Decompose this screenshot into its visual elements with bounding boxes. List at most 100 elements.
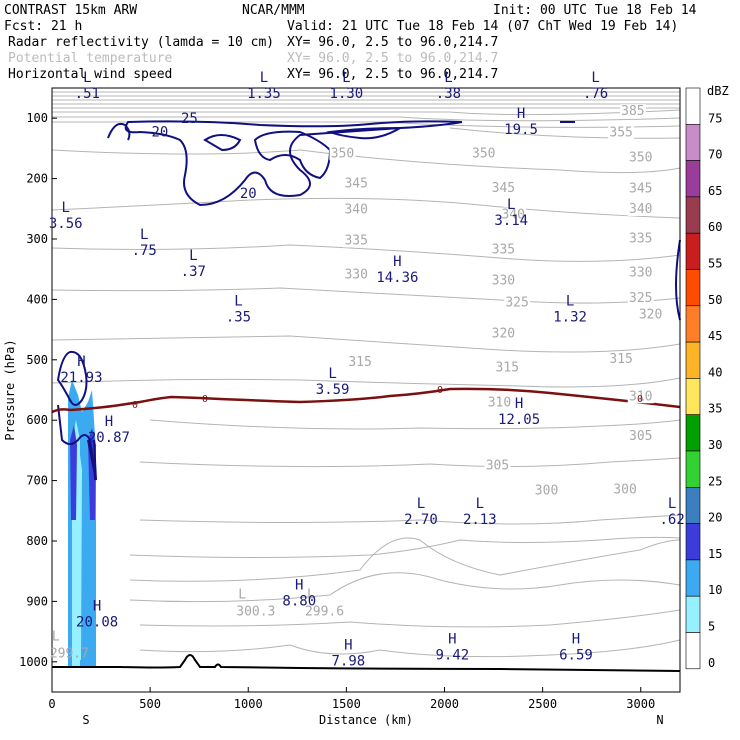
freezing-level-line xyxy=(51,387,681,414)
theta-label-bg xyxy=(484,458,511,473)
theta-contour-label: 335 xyxy=(629,232,652,247)
header: CONTRAST 15km ARW NCAR/MMM Init: 00 UTC … xyxy=(4,3,697,82)
theta-label-bg xyxy=(627,231,654,246)
y-tick-label: 800 xyxy=(26,534,48,548)
colorbar-swatch xyxy=(685,124,701,161)
freezing-level-label: 0 xyxy=(132,400,138,411)
wind-contour-label: 25 xyxy=(181,111,198,127)
theta-contour-label: 335 xyxy=(344,233,367,248)
theta-contour-label: 320 xyxy=(639,308,662,323)
wind-extremum-value: 2.70 xyxy=(404,512,438,528)
theta-label-bg xyxy=(343,202,370,217)
theta-contour-label: 340 xyxy=(629,202,652,217)
reflectivity-shading xyxy=(68,380,96,666)
x-tick-label: 3000 xyxy=(626,697,655,711)
theta-label-bg xyxy=(627,202,654,217)
model-name: CONTRAST 15km ARW xyxy=(4,3,137,18)
theta-contour-label: 310 xyxy=(488,395,511,410)
wind-extremum-type: L xyxy=(444,70,452,86)
wind-extremum-type: L xyxy=(62,200,70,216)
freezing-level-label: 0 xyxy=(437,385,443,396)
theta-extremum-type: L xyxy=(307,587,315,602)
y-tick-label: 400 xyxy=(26,292,48,306)
colorbar-level-label: 5 xyxy=(708,620,715,634)
x-start-label: S xyxy=(82,713,89,727)
wind-extremum-value: 12.05 xyxy=(498,412,540,428)
theta-contour-label: 350 xyxy=(472,146,495,161)
plot-frame xyxy=(51,87,681,693)
colorbar-level-label: 50 xyxy=(708,293,722,307)
wind-extremum-type: H xyxy=(515,396,523,412)
wind-extremum-type: L xyxy=(668,496,676,512)
colorbar-level-label: 55 xyxy=(708,257,722,271)
colorbar-level-label: 15 xyxy=(708,547,722,561)
colorbar-swatch xyxy=(685,414,701,452)
theta-contour-label: 325 xyxy=(629,291,652,306)
colorbar-level-label: 25 xyxy=(708,474,722,488)
colorbar-swatch xyxy=(685,378,701,415)
colorbar-level-label: 45 xyxy=(708,329,722,343)
theta-extremum-value: 299.6 xyxy=(305,604,344,619)
theta-contour-label: 315 xyxy=(496,360,519,375)
wind-extremum-type: H xyxy=(448,632,456,648)
wind-extremum-value: 19.5 xyxy=(504,122,538,138)
wind-contour-label: 20 xyxy=(152,124,169,140)
theta-contour-label: 330 xyxy=(492,273,515,288)
theta-contour-label: 345 xyxy=(492,181,515,196)
x-tick-label: 500 xyxy=(139,697,161,711)
y-tick-label: 700 xyxy=(26,474,48,488)
wind-extremum-value: .38 xyxy=(436,86,461,102)
colorbar-level-label: 30 xyxy=(708,438,722,452)
theta-label-bg xyxy=(343,267,370,282)
field-2-xy: XY= 96.0, 2.5 to 96.0,214.7 xyxy=(287,51,498,66)
theta-extremum-type: L xyxy=(52,630,60,645)
colorbar-swatch xyxy=(685,305,701,343)
theta-contour-label: 330 xyxy=(629,265,652,280)
colorbar-level-label: 70 xyxy=(708,148,722,162)
theta-label-bg xyxy=(500,207,527,222)
wind-extremum-type: H xyxy=(517,106,525,122)
theta-contour-label: 300 xyxy=(613,482,636,497)
y-tick-label: 900 xyxy=(26,594,48,608)
theta-contour-label: 315 xyxy=(609,352,632,367)
wind-extremum-value: 2.13 xyxy=(463,512,497,528)
x-tick-label: 2000 xyxy=(430,697,459,711)
wind-extremum-type: H xyxy=(77,354,85,370)
wind-extremum-type: L xyxy=(189,248,197,264)
wind-extremum-value: 20.87 xyxy=(88,430,130,446)
forecast-hour: Fcst: 21 h xyxy=(4,19,82,34)
wind-extremum-type: L xyxy=(260,70,268,86)
colorbar-level-label: 60 xyxy=(708,220,722,234)
colorbar-level-label: 40 xyxy=(708,365,722,379)
theta-extremum-type: L xyxy=(238,587,246,602)
x-tick-label: 0 xyxy=(48,697,55,711)
field-3-xy: XY= 96.0, 2.5 to 96.0,214.7 xyxy=(287,67,498,82)
y-axis-label: Pressure (hPa) xyxy=(3,339,17,440)
theta-contour-label: 315 xyxy=(348,355,371,370)
colorbar-swatch xyxy=(685,341,701,379)
wind-extremum-value: .75 xyxy=(132,243,157,259)
theta-label-bg xyxy=(627,265,654,280)
colorbar-swatch xyxy=(685,232,701,270)
theta-label-bg xyxy=(494,360,521,375)
wind-extremum-type: H xyxy=(295,577,303,593)
theta-contour-label: 310 xyxy=(629,389,652,404)
theta-label-bg xyxy=(627,389,654,404)
colorbar-swatch xyxy=(685,632,701,670)
wind-extremum-value: 1.32 xyxy=(553,309,587,325)
wind-extremum-type: H xyxy=(93,598,101,614)
colorbar-swatch xyxy=(685,523,701,561)
wind-extremum-value: .35 xyxy=(226,309,251,325)
wind-extremum-type: L xyxy=(417,496,425,512)
wind-extremum-value: 21.93 xyxy=(60,370,102,386)
colorbar-swatch xyxy=(685,486,701,524)
wind-extremum-type: L xyxy=(140,227,148,243)
theta-contour-label: 340 xyxy=(501,207,524,222)
colorbar-level-label: 75 xyxy=(708,111,722,125)
wind-extremum-value: 14.36 xyxy=(376,270,418,286)
wind-extremum-type: L xyxy=(591,70,599,86)
field-1-name: Radar reflectivity (lamda = 10 cm) xyxy=(8,35,274,50)
colorbar-title: dBZ xyxy=(707,84,729,98)
